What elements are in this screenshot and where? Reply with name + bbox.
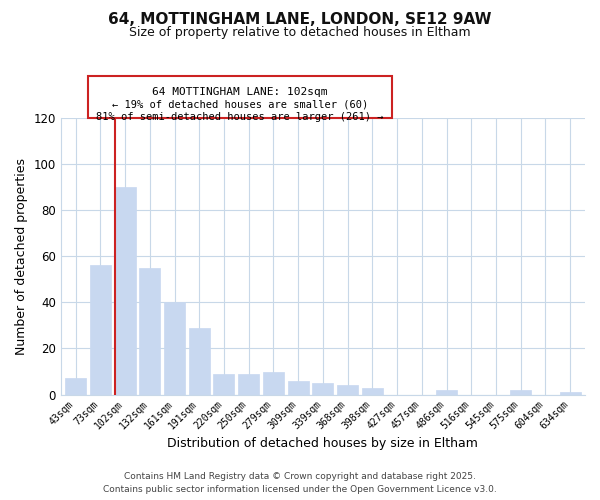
Bar [263, 372, 284, 394]
Bar [139, 268, 160, 394]
Bar [189, 328, 210, 394]
Text: 64, MOTTINGHAM LANE, LONDON, SE12 9AW: 64, MOTTINGHAM LANE, LONDON, SE12 9AW [108, 12, 492, 28]
Bar [436, 390, 457, 394]
Bar [313, 383, 334, 394]
Bar [214, 374, 235, 394]
FancyBboxPatch shape [88, 76, 392, 118]
Bar [90, 266, 111, 394]
Bar [287, 380, 308, 394]
Text: ← 19% of detached houses are smaller (60): ← 19% of detached houses are smaller (60… [112, 100, 368, 110]
Text: 81% of semi-detached houses are larger (261) →: 81% of semi-detached houses are larger (… [97, 112, 384, 122]
Bar [65, 378, 86, 394]
Bar [560, 392, 581, 394]
X-axis label: Distribution of detached houses by size in Eltham: Distribution of detached houses by size … [167, 437, 478, 450]
Bar [238, 374, 259, 394]
Text: Size of property relative to detached houses in Eltham: Size of property relative to detached ho… [129, 26, 471, 39]
Bar [164, 302, 185, 394]
Text: Contains HM Land Registry data © Crown copyright and database right 2025.
Contai: Contains HM Land Registry data © Crown c… [103, 472, 497, 494]
Bar [115, 187, 136, 394]
Y-axis label: Number of detached properties: Number of detached properties [15, 158, 28, 354]
Text: 64 MOTTINGHAM LANE: 102sqm: 64 MOTTINGHAM LANE: 102sqm [152, 86, 328, 97]
Bar [337, 386, 358, 394]
Bar [362, 388, 383, 394]
Bar [510, 390, 531, 394]
